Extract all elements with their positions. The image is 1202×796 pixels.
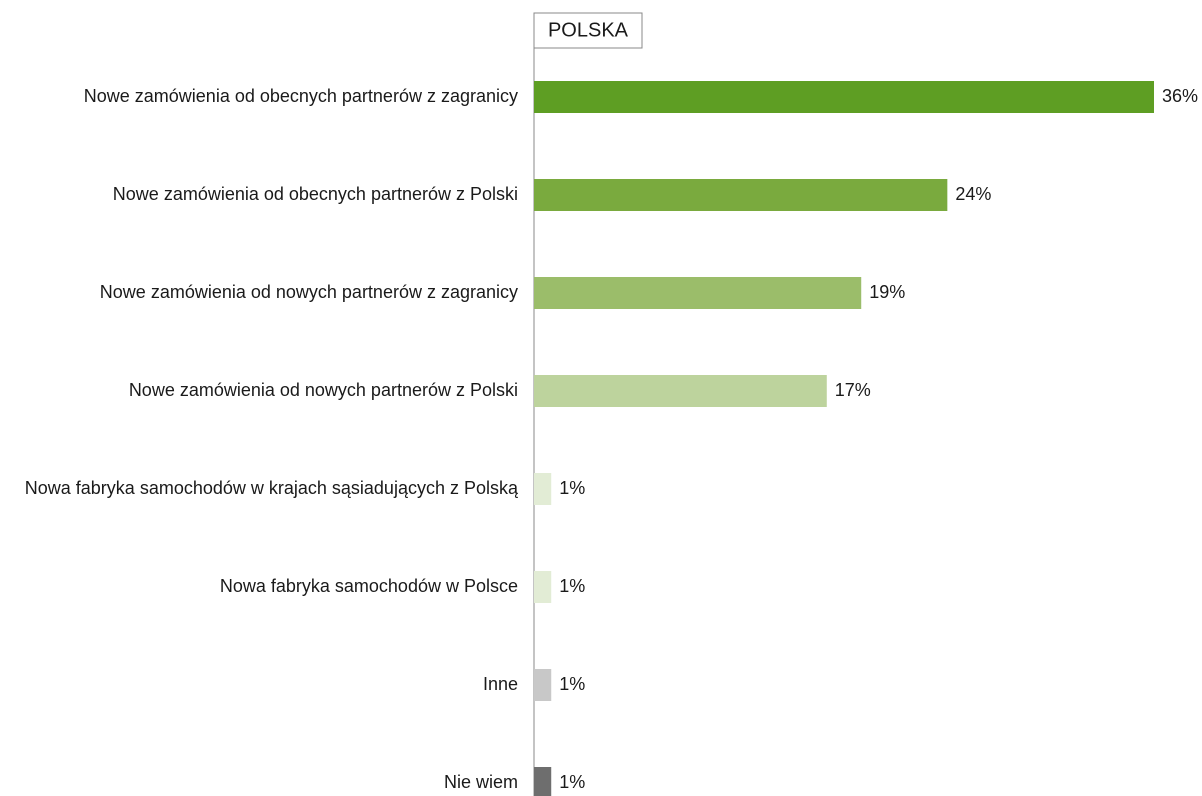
value-label: 17% (835, 380, 871, 400)
category-label: Nowe zamówienia od obecnych partnerów z … (84, 86, 518, 106)
value-label: 19% (869, 282, 905, 302)
bar (534, 277, 862, 309)
category-label: Nowa fabryka samochodów w Polsce (220, 576, 518, 596)
bar (534, 473, 552, 505)
value-label: 1% (559, 674, 585, 694)
chart-title: POLSKA (548, 19, 629, 41)
category-label: Nie wiem (444, 772, 518, 792)
category-label: Inne (483, 674, 518, 694)
bar (534, 571, 552, 603)
value-label: 1% (559, 478, 585, 498)
bar (534, 767, 552, 796)
value-label: 1% (559, 772, 585, 792)
category-label: Nowe zamówienia od nowych partnerów z Po… (129, 380, 518, 400)
value-label: 1% (559, 576, 585, 596)
category-label: Nowe zamówienia od nowych partnerów z za… (100, 282, 518, 302)
value-label: 36% (1162, 86, 1198, 106)
bar (534, 179, 948, 211)
bar (534, 81, 1154, 113)
bar (534, 669, 552, 701)
bar (534, 375, 827, 407)
category-label: Nowe zamówienia od obecnych partnerów z … (113, 184, 518, 204)
value-label: 24% (955, 184, 991, 204)
category-label: Nowa fabryka samochodów w krajach sąsiad… (25, 478, 519, 498)
title-box (533, 12, 643, 49)
